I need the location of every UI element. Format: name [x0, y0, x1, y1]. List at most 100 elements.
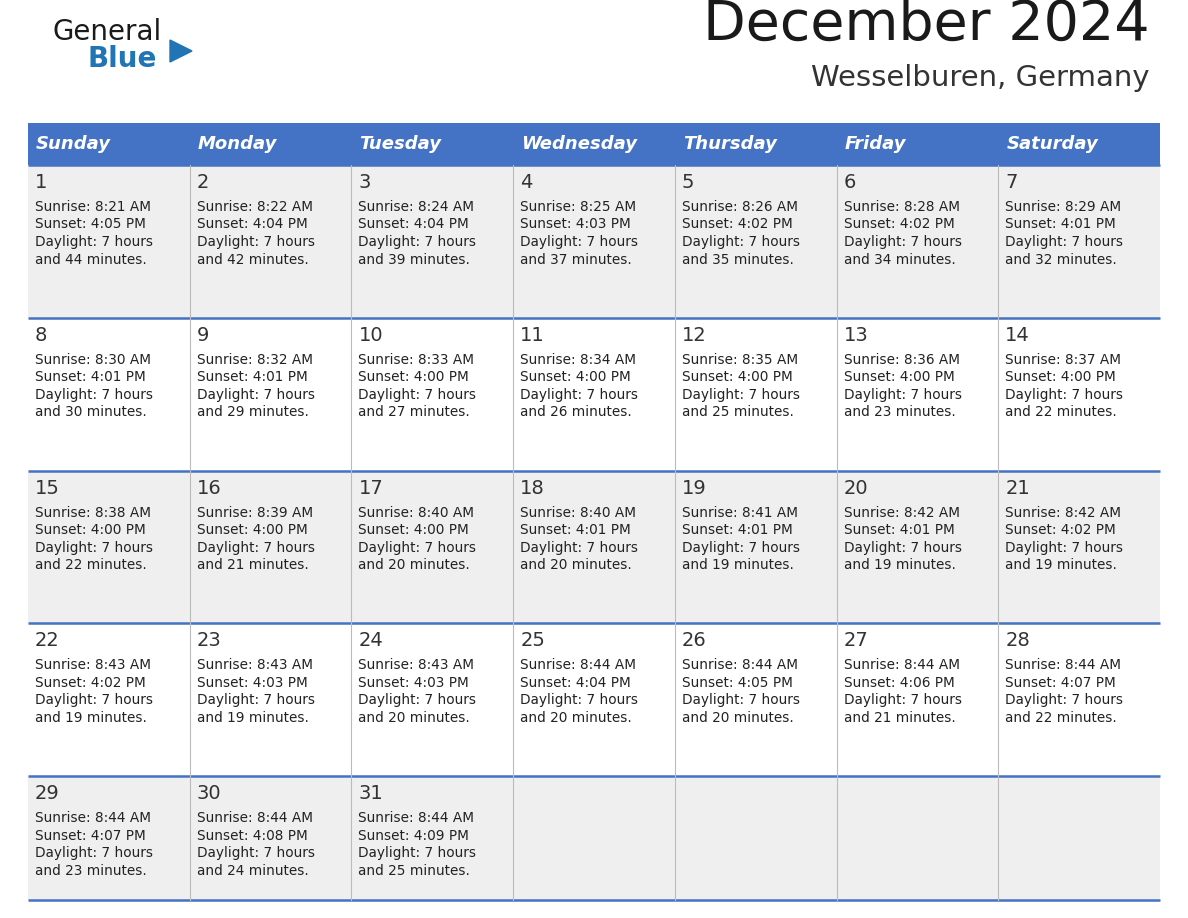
Text: Daylight: 7 hours: Daylight: 7 hours — [520, 235, 638, 249]
Text: General: General — [52, 18, 162, 46]
Text: and 25 minutes.: and 25 minutes. — [682, 405, 794, 420]
Text: Daylight: 7 hours: Daylight: 7 hours — [1005, 235, 1124, 249]
Text: Daylight: 7 hours: Daylight: 7 hours — [682, 541, 800, 554]
Text: and 35 minutes.: and 35 minutes. — [682, 252, 794, 266]
Text: Sunset: 4:00 PM: Sunset: 4:00 PM — [197, 523, 308, 537]
Text: Daylight: 7 hours: Daylight: 7 hours — [520, 541, 638, 554]
Text: 10: 10 — [359, 326, 383, 345]
Text: Sunrise: 8:42 AM: Sunrise: 8:42 AM — [843, 506, 960, 520]
Text: Wednesday: Wednesday — [522, 135, 637, 153]
Text: and 19 minutes.: and 19 minutes. — [34, 711, 147, 725]
Text: Sunset: 4:05 PM: Sunset: 4:05 PM — [34, 218, 146, 231]
Text: Daylight: 7 hours: Daylight: 7 hours — [34, 693, 153, 708]
Text: and 21 minutes.: and 21 minutes. — [843, 711, 955, 725]
Text: and 19 minutes.: and 19 minutes. — [197, 711, 309, 725]
Text: 16: 16 — [197, 478, 221, 498]
Text: 18: 18 — [520, 478, 545, 498]
Text: 27: 27 — [843, 632, 868, 650]
Text: Daylight: 7 hours: Daylight: 7 hours — [682, 693, 800, 708]
Text: and 21 minutes.: and 21 minutes. — [197, 558, 309, 572]
Text: Sunset: 4:00 PM: Sunset: 4:00 PM — [843, 370, 954, 385]
Text: Daylight: 7 hours: Daylight: 7 hours — [1005, 693, 1124, 708]
Text: Daylight: 7 hours: Daylight: 7 hours — [843, 387, 961, 402]
Bar — [29, 123, 1159, 165]
Text: 7: 7 — [1005, 173, 1018, 192]
Text: Sunset: 4:02 PM: Sunset: 4:02 PM — [682, 218, 792, 231]
Text: Sunset: 4:01 PM: Sunset: 4:01 PM — [682, 523, 792, 537]
Text: Daylight: 7 hours: Daylight: 7 hours — [682, 235, 800, 249]
Bar — [29, 318, 1159, 471]
Text: 15: 15 — [34, 478, 59, 498]
Text: Daylight: 7 hours: Daylight: 7 hours — [359, 235, 476, 249]
Text: Sunset: 4:00 PM: Sunset: 4:00 PM — [359, 370, 469, 385]
Text: Sunset: 4:04 PM: Sunset: 4:04 PM — [197, 218, 308, 231]
Text: 13: 13 — [843, 326, 868, 345]
Text: Sunset: 4:07 PM: Sunset: 4:07 PM — [34, 829, 146, 843]
Text: Sunrise: 8:43 AM: Sunrise: 8:43 AM — [197, 658, 312, 672]
Text: Sunset: 4:08 PM: Sunset: 4:08 PM — [197, 829, 308, 843]
Text: Sunrise: 8:34 AM: Sunrise: 8:34 AM — [520, 353, 636, 367]
Text: Sunset: 4:05 PM: Sunset: 4:05 PM — [682, 676, 792, 689]
Text: Sunrise: 8:29 AM: Sunrise: 8:29 AM — [1005, 200, 1121, 214]
Text: 29: 29 — [34, 784, 59, 803]
Text: Sunset: 4:02 PM: Sunset: 4:02 PM — [1005, 523, 1116, 537]
Text: Daylight: 7 hours: Daylight: 7 hours — [359, 541, 476, 554]
Text: and 20 minutes.: and 20 minutes. — [359, 711, 470, 725]
Text: and 39 minutes.: and 39 minutes. — [359, 252, 470, 266]
Text: Sunrise: 8:30 AM: Sunrise: 8:30 AM — [34, 353, 151, 367]
Text: Sunday: Sunday — [36, 135, 110, 153]
Text: Sunset: 4:00 PM: Sunset: 4:00 PM — [682, 370, 792, 385]
Text: Sunrise: 8:44 AM: Sunrise: 8:44 AM — [197, 812, 312, 825]
Text: and 19 minutes.: and 19 minutes. — [1005, 558, 1117, 572]
Text: Friday: Friday — [845, 135, 906, 153]
Text: Monday: Monday — [197, 135, 277, 153]
Text: Sunset: 4:06 PM: Sunset: 4:06 PM — [843, 676, 954, 689]
Text: 14: 14 — [1005, 326, 1030, 345]
Text: and 20 minutes.: and 20 minutes. — [359, 558, 470, 572]
Text: and 19 minutes.: and 19 minutes. — [682, 558, 794, 572]
Text: Sunset: 4:07 PM: Sunset: 4:07 PM — [1005, 676, 1116, 689]
Text: 25: 25 — [520, 632, 545, 650]
Text: and 37 minutes.: and 37 minutes. — [520, 252, 632, 266]
Text: 1: 1 — [34, 173, 48, 192]
Bar — [29, 165, 1159, 318]
Text: Daylight: 7 hours: Daylight: 7 hours — [359, 693, 476, 708]
Text: 5: 5 — [682, 173, 694, 192]
Text: Sunrise: 8:44 AM: Sunrise: 8:44 AM — [34, 812, 151, 825]
Text: Sunrise: 8:21 AM: Sunrise: 8:21 AM — [34, 200, 151, 214]
Text: 20: 20 — [843, 478, 868, 498]
Text: Sunset: 4:01 PM: Sunset: 4:01 PM — [1005, 218, 1116, 231]
Text: Tuesday: Tuesday — [360, 135, 442, 153]
Text: and 22 minutes.: and 22 minutes. — [1005, 711, 1117, 725]
Text: Daylight: 7 hours: Daylight: 7 hours — [520, 693, 638, 708]
Text: Sunrise: 8:26 AM: Sunrise: 8:26 AM — [682, 200, 798, 214]
Text: Daylight: 7 hours: Daylight: 7 hours — [34, 235, 153, 249]
Text: Sunrise: 8:22 AM: Sunrise: 8:22 AM — [197, 200, 312, 214]
Text: Sunrise: 8:44 AM: Sunrise: 8:44 AM — [682, 658, 798, 672]
Text: and 23 minutes.: and 23 minutes. — [843, 405, 955, 420]
Text: 4: 4 — [520, 173, 532, 192]
Text: Sunset: 4:00 PM: Sunset: 4:00 PM — [359, 523, 469, 537]
Text: Sunset: 4:01 PM: Sunset: 4:01 PM — [520, 523, 631, 537]
Text: Sunset: 4:00 PM: Sunset: 4:00 PM — [520, 370, 631, 385]
Text: Daylight: 7 hours: Daylight: 7 hours — [197, 693, 315, 708]
Text: and 19 minutes.: and 19 minutes. — [843, 558, 955, 572]
Text: and 23 minutes.: and 23 minutes. — [34, 864, 147, 878]
Text: Daylight: 7 hours: Daylight: 7 hours — [34, 846, 153, 860]
Text: Sunrise: 8:37 AM: Sunrise: 8:37 AM — [1005, 353, 1121, 367]
Text: Sunrise: 8:39 AM: Sunrise: 8:39 AM — [197, 506, 312, 520]
Text: Sunset: 4:09 PM: Sunset: 4:09 PM — [359, 829, 469, 843]
Bar — [29, 776, 1159, 900]
Text: Wesselburen, Germany: Wesselburen, Germany — [811, 64, 1150, 92]
Text: and 20 minutes.: and 20 minutes. — [520, 711, 632, 725]
Text: Sunset: 4:04 PM: Sunset: 4:04 PM — [520, 676, 631, 689]
Text: 12: 12 — [682, 326, 707, 345]
Text: 2: 2 — [197, 173, 209, 192]
Text: 11: 11 — [520, 326, 545, 345]
Text: Sunrise: 8:44 AM: Sunrise: 8:44 AM — [359, 812, 474, 825]
Text: Sunset: 4:00 PM: Sunset: 4:00 PM — [34, 523, 146, 537]
Text: and 22 minutes.: and 22 minutes. — [34, 558, 147, 572]
Text: 31: 31 — [359, 784, 384, 803]
Text: Daylight: 7 hours: Daylight: 7 hours — [359, 846, 476, 860]
Text: Sunrise: 8:40 AM: Sunrise: 8:40 AM — [520, 506, 636, 520]
